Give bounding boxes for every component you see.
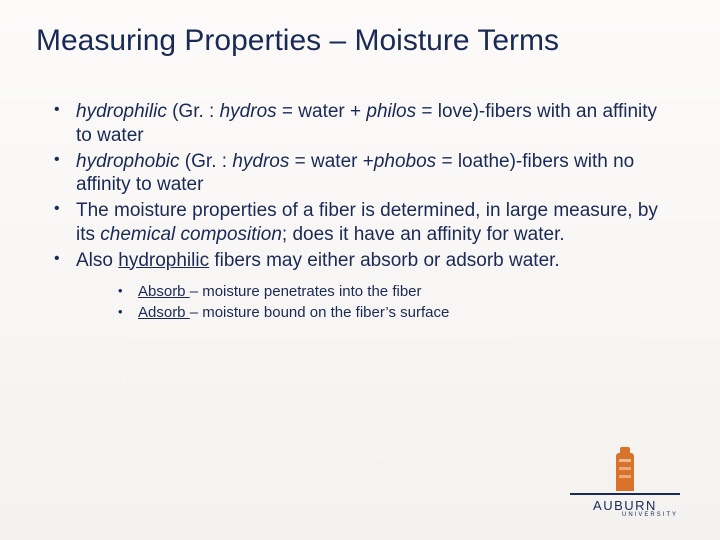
text: – moisture bound on the fiber’s surface <box>190 304 450 321</box>
etym: philos <box>366 101 416 122</box>
underline: Absorb <box>138 283 190 300</box>
slide-title: Measuring Properties – Moisture Terms <box>36 24 684 58</box>
text: (Gr. : <box>180 151 233 172</box>
emph: chemical composition <box>100 224 282 245</box>
text: – moisture penetrates into the fiber <box>190 283 422 300</box>
logo-sub: UNIVERSITY <box>570 512 680 518</box>
text: ; does it have an affinity for water. <box>282 224 565 245</box>
etym: hydros <box>220 101 277 122</box>
term: hydrophilic <box>76 101 167 122</box>
slide: Measuring Properties – Moisture Terms hy… <box>0 0 720 540</box>
bullet-item: The moisture properties of a fiber is de… <box>50 199 670 247</box>
bullet-list: hydrophilic (Gr. : hydros = water + phil… <box>50 100 670 323</box>
etym: hydros <box>232 151 289 172</box>
logo-rule <box>570 493 680 495</box>
bullet-item: Also hydrophilic fibers may either absor… <box>50 249 670 323</box>
sub-bullet-item: Absorb – moisture penetrates into the fi… <box>116 282 670 302</box>
logo-name: AUBURN <box>570 498 680 513</box>
tower-icon <box>616 453 634 491</box>
sub-bullet-item: Adsorb – moisture bound on the fiber’s s… <box>116 303 670 323</box>
bullet-item: hydrophobic (Gr. : hydros = water +phobo… <box>50 150 670 198</box>
text: fibers may either absorb or adsorb water… <box>209 250 560 271</box>
etym: phobos <box>374 151 436 172</box>
underline: Adsorb <box>138 304 190 321</box>
text: = water + <box>277 101 367 122</box>
bullet-item: hydrophilic (Gr. : hydros = water + phil… <box>50 100 670 148</box>
slide-body: hydrophilic (Gr. : hydros = water + phil… <box>50 100 670 325</box>
term: hydrophobic <box>76 151 180 172</box>
sub-bullet-list: Absorb – moisture penetrates into the fi… <box>76 282 670 323</box>
text: = water + <box>289 151 374 172</box>
auburn-logo: AUBURN UNIVERSITY <box>570 453 680 518</box>
text: (Gr. : <box>167 101 220 122</box>
text: Also <box>76 250 118 271</box>
underline: hydrophilic <box>118 250 209 271</box>
